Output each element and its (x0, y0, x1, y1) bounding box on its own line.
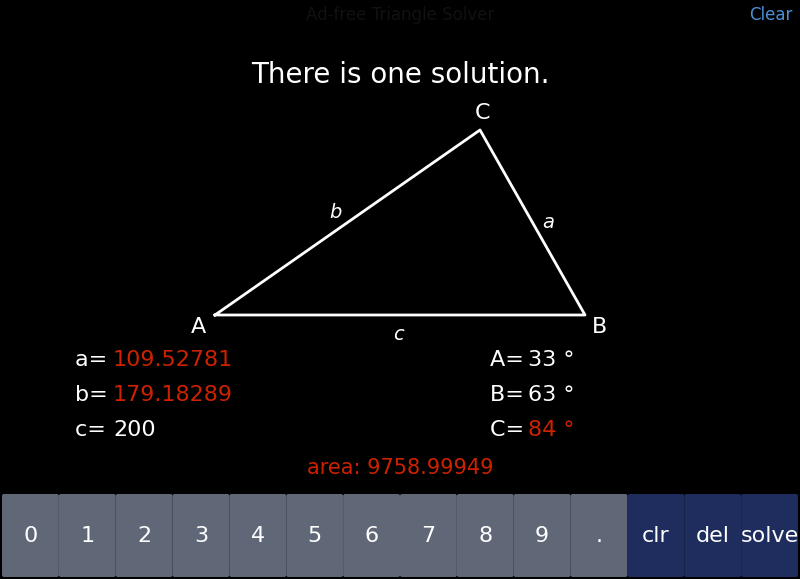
Text: solve: solve (741, 526, 798, 545)
Text: 1: 1 (80, 526, 94, 545)
FancyBboxPatch shape (514, 494, 570, 577)
FancyBboxPatch shape (457, 494, 514, 577)
FancyBboxPatch shape (343, 494, 400, 577)
FancyBboxPatch shape (2, 494, 59, 577)
Text: 33 °: 33 ° (528, 350, 574, 370)
Text: A=: A= (490, 350, 531, 370)
FancyBboxPatch shape (230, 494, 286, 577)
Text: 7: 7 (422, 526, 435, 545)
Text: Ad-free Triangle Solver: Ad-free Triangle Solver (306, 6, 494, 24)
Text: A: A (190, 317, 206, 337)
FancyBboxPatch shape (570, 494, 627, 577)
Text: 6: 6 (365, 526, 378, 545)
Text: .: . (595, 526, 602, 545)
Text: B: B (592, 317, 608, 337)
Text: c=: c= (75, 420, 113, 440)
Text: c: c (393, 325, 403, 345)
Text: 8: 8 (478, 526, 492, 545)
Text: C=: C= (490, 420, 531, 440)
Text: B=: B= (490, 385, 531, 405)
Text: There is one solution.: There is one solution. (250, 61, 550, 89)
Text: 2: 2 (137, 526, 151, 545)
Text: 200: 200 (113, 420, 156, 440)
Text: 4: 4 (250, 526, 265, 545)
Text: 109.52781: 109.52781 (113, 350, 234, 370)
Text: 179.18289: 179.18289 (113, 385, 233, 405)
FancyBboxPatch shape (741, 494, 798, 577)
FancyBboxPatch shape (684, 494, 741, 577)
Text: 5: 5 (307, 526, 322, 545)
Text: 0: 0 (23, 526, 38, 545)
Text: 9: 9 (535, 526, 550, 545)
Text: b: b (329, 203, 341, 222)
FancyBboxPatch shape (173, 494, 230, 577)
FancyBboxPatch shape (400, 494, 457, 577)
Text: del: del (696, 526, 730, 545)
Text: a: a (542, 212, 554, 232)
Text: C: C (475, 103, 490, 123)
Text: clr: clr (642, 526, 670, 545)
Text: 84 °: 84 ° (528, 420, 574, 440)
Text: Clear: Clear (749, 6, 792, 24)
Text: 3: 3 (194, 526, 208, 545)
Text: a=: a= (75, 350, 114, 370)
FancyBboxPatch shape (116, 494, 173, 577)
Text: b=: b= (75, 385, 115, 405)
FancyBboxPatch shape (627, 494, 684, 577)
FancyBboxPatch shape (286, 494, 343, 577)
Text: area: 9758.99949: area: 9758.99949 (306, 458, 494, 478)
FancyBboxPatch shape (59, 494, 116, 577)
Text: 63 °: 63 ° (528, 385, 574, 405)
